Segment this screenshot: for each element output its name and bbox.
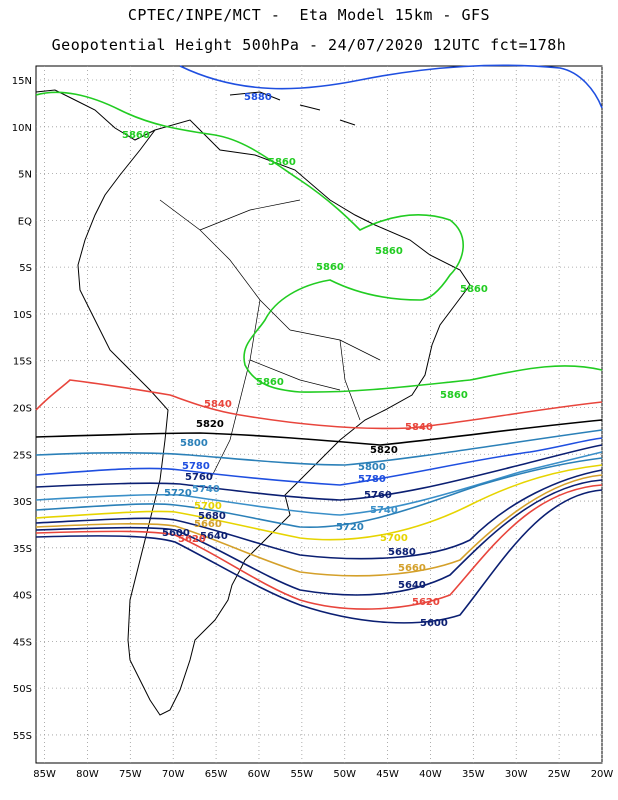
axis-ticks: 85W 80W 75W 70W 65W 60W 55W 50W 45W 40W 35W 30W 25W 2… [12,76,614,780]
contour-5740 [35,451,603,516]
lon-tick-label: 55W [291,769,314,780]
lon-tick-label: 35W [462,769,485,780]
label-5840-b: 5840 [405,422,433,433]
contour-5860-north [35,91,603,393]
map-title: CPTEC/INPE/MCT - Eta Model 15km - GFS [127,6,491,24]
label-5680-a: 5680 [198,511,226,522]
central-america-outline [35,89,156,141]
label-5640-a: 5640 [200,531,228,542]
lat-tick-label: 50S [13,684,32,695]
label-5720-b: 5720 [336,522,364,533]
label-5620-b: 5620 [412,597,440,608]
lat-tick-label: 15S [13,357,32,368]
contour-5700 [35,464,603,541]
contour-5800 [35,429,603,466]
lon-tick-label: 60W [248,769,271,780]
label-5800-b: 5800 [358,462,386,473]
lon-tick-label: 75W [119,769,142,780]
lat-tick-label: 15N [12,76,32,87]
contour-5600 [35,489,603,624]
contour-5760 [35,444,603,501]
label-5780-a: 5780 [182,461,210,472]
label-5860-b: 5860 [268,157,296,168]
label-5600-a: 5600 [162,528,190,539]
label-5620-a: 5620 [178,534,206,545]
lat-tick-label: 30S [13,497,32,508]
contour-5720 [35,457,603,529]
label-5860-f: 5860 [256,377,284,388]
lat-tick-label: 10S [13,310,32,321]
lon-tick-label: 20W [591,769,614,780]
lon-tick-label: 40W [419,769,442,780]
label-5660-b: 5660 [398,563,426,574]
lat-tick-label: 20S [13,403,32,414]
lon-tick-label: 70W [162,769,185,780]
lat-tick-label: 5N [18,170,32,181]
label-5760-b: 5760 [364,490,392,501]
lat-tick-label: 10N [12,123,32,134]
lat-tick-label: 5S [19,263,32,274]
label-5780-b: 5780 [358,474,386,485]
label-5800-a: 5800 [180,438,208,449]
grid-lines [36,66,603,763]
contour-labels: 5880 5860 5860 5860 5860 5860 5860 5860 … [122,92,488,629]
label-5860-a: 5860 [122,130,150,141]
country-borders [159,199,381,481]
lat-tick-label: 55S [13,731,32,742]
lat-tick-label: 35S [13,544,32,555]
contour-5820 [35,419,603,446]
contour-5640 [35,479,603,596]
lon-tick-label: 45W [376,769,399,780]
lat-tick-label: EQ [18,216,32,227]
contour-5660 [35,474,603,577]
label-5880: 5880 [244,92,272,103]
lon-tick-label: 80W [76,769,99,780]
lon-tick-label: 65W [205,769,228,780]
label-5840-a: 5840 [204,399,232,410]
lon-tick-label: 25W [548,769,571,780]
south-america-outline [77,119,471,716]
contour-5840 [35,379,603,430]
label-5660-a: 5660 [194,519,222,530]
caribbean-islands [229,91,356,126]
label-5860-d: 5860 [316,262,344,273]
lat-tick-label: 45S [13,637,32,648]
label-5680-b: 5680 [388,547,416,558]
lat-tick-label: 40S [13,591,32,602]
contour-5780 [35,437,603,486]
label-5820-a: 5820 [196,419,224,430]
label-5700-b: 5700 [380,533,408,544]
label-5700-a: 5700 [194,501,222,512]
label-5740-a: 5740 [192,484,220,495]
contour-5880 [179,64,603,109]
label-5820-b: 5820 [370,445,398,456]
label-5640-b: 5640 [398,580,426,591]
lon-tick-label: 85W [33,769,56,780]
label-5860-g: 5860 [440,390,468,401]
contour-lines [35,64,603,624]
label-5600-b: 5600 [420,618,448,629]
lon-tick-label: 30W [505,769,528,780]
lat-tick-label: 25S [13,450,32,461]
label-5860-e: 5860 [460,284,488,295]
coastline [35,89,471,716]
contour-5680 [35,469,603,560]
contour-5620 [35,484,603,610]
label-5740-b: 5740 [370,505,398,516]
plot-frame [35,65,603,764]
label-5860-c: 5860 [375,246,403,257]
lon-tick-label: 50W [333,769,356,780]
label-5720-a: 5720 [164,488,192,499]
label-5760-a: 5760 [185,472,213,483]
map-subtitle: Geopotential Height 500hPa - 24/07/2020 … [51,36,567,54]
